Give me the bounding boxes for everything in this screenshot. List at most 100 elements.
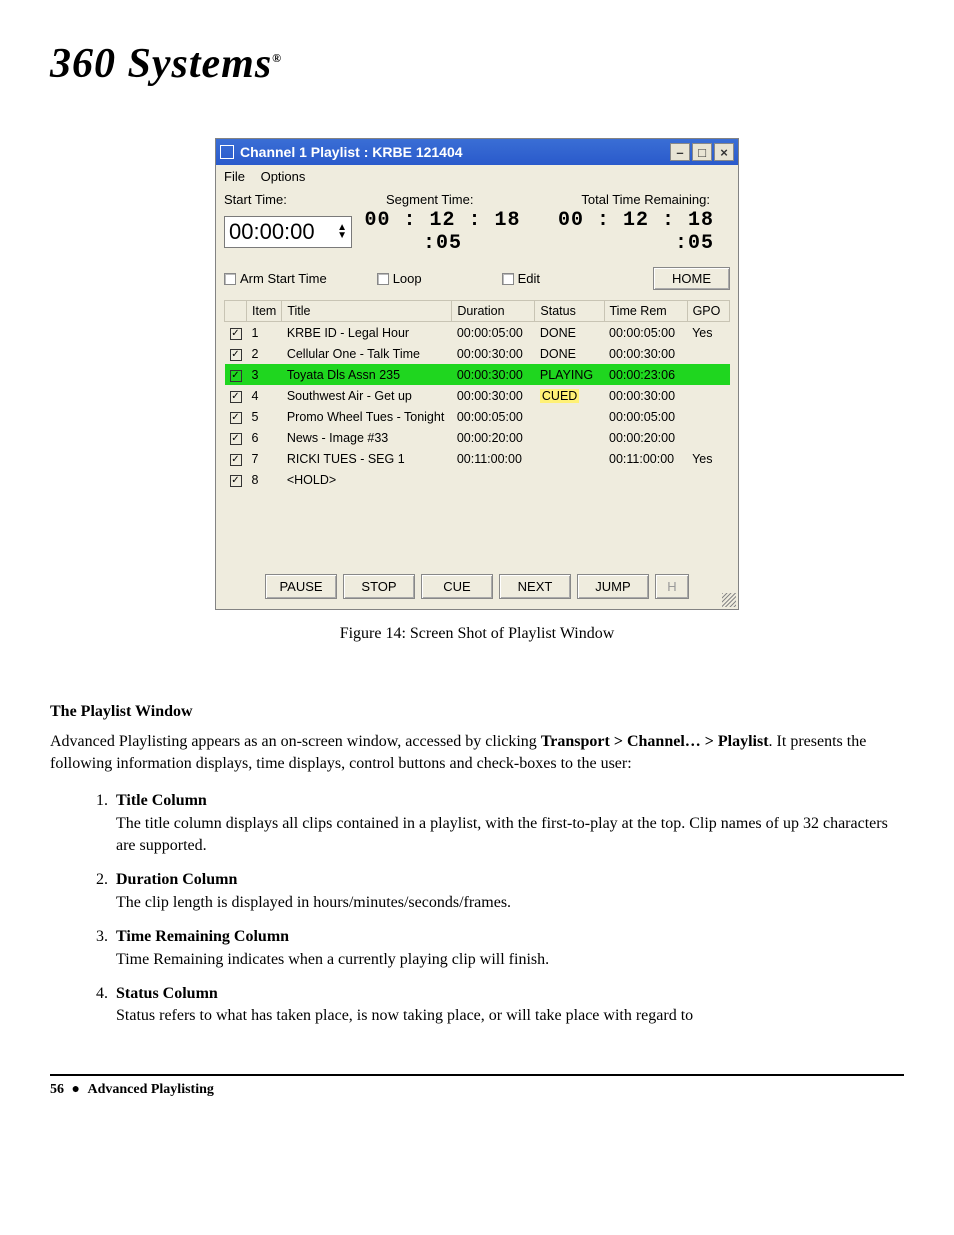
- list-item-title: Status Column: [116, 985, 218, 1002]
- cell-title: News - Image #33: [282, 427, 452, 448]
- start-time-label: Start Time:: [224, 192, 386, 207]
- stop-button[interactable]: STOP: [343, 574, 415, 599]
- figure-caption: Figure 14: Screen Shot of Playlist Windo…: [50, 625, 904, 643]
- col-status[interactable]: Status: [535, 301, 604, 322]
- table-row[interactable]: ✓1KRBE ID - Legal Hour00:00:05:00DONE00:…: [225, 322, 730, 344]
- list-item-desc: The clip length is displayed in hours/mi…: [116, 894, 511, 911]
- row-checkbox[interactable]: ✓: [230, 349, 242, 361]
- brand-logo: 360 Systems®: [50, 40, 904, 88]
- close-button[interactable]: ×: [714, 143, 734, 161]
- menubar: File Options: [216, 165, 738, 188]
- cell-timerem: 00:11:00:00: [604, 448, 687, 469]
- playlist-table: Item Title Duration Status Time Rem GPO …: [224, 300, 730, 490]
- transport-buttons: PAUSE STOP CUE NEXT JUMP H: [216, 560, 738, 609]
- cell-title: <HOLD>: [282, 469, 452, 490]
- table-row[interactable]: ✓4Southwest Air - Get up00:00:30:00CUED0…: [225, 385, 730, 406]
- maximize-button[interactable]: □: [692, 143, 712, 161]
- intro-text-bold: Transport > Channel… > Playlist: [541, 733, 769, 750]
- footer-section: Advanced Playlisting: [87, 1082, 213, 1097]
- row-checkbox[interactable]: ✓: [230, 412, 242, 424]
- cell-timerem: 00:00:30:00: [604, 385, 687, 406]
- cell-item: 6: [247, 427, 282, 448]
- cell-title: Cellular One - Talk Time: [282, 343, 452, 364]
- row-checkbox[interactable]: ✓: [230, 370, 242, 382]
- loop-label: Loop: [393, 271, 422, 286]
- cell-title: Promo Wheel Tues - Tonight: [282, 406, 452, 427]
- window-icon: [220, 145, 234, 159]
- cell-duration: 00:00:05:00: [452, 406, 535, 427]
- cell-duration: 00:00:30:00: [452, 343, 535, 364]
- row-checkbox[interactable]: ✓: [230, 391, 242, 403]
- col-item[interactable]: Item: [247, 301, 282, 322]
- cell-gpo: [687, 427, 729, 448]
- table-row[interactable]: ✓ 2Cellular One - Talk Time00:00:30:00DON…: [225, 343, 730, 364]
- table-row[interactable]: ✓3Toyata Dls Assn 23500:00:30:00PLAYING0…: [225, 364, 730, 385]
- cell-item: 4: [247, 385, 282, 406]
- table-row[interactable]: ✓6News - Image #3300:00:20:0000:00:20:00: [225, 427, 730, 448]
- table-row[interactable]: ✓5Promo Wheel Tues - Tonight00:00:05:000…: [225, 406, 730, 427]
- cell-gpo: Yes: [687, 322, 729, 344]
- cell-gpo: [687, 385, 729, 406]
- cell-title: Toyata Dls Assn 235: [282, 364, 452, 385]
- options-row: Arm Start Time Loop Edit HOME: [216, 261, 738, 300]
- playlist-window: Channel 1 Playlist : KRBE 121404 – □ × F…: [215, 138, 739, 610]
- cell-status: [535, 448, 604, 469]
- cell-duration: 00:00:20:00: [452, 427, 535, 448]
- menu-options[interactable]: Options: [261, 169, 306, 184]
- edit-checkbox[interactable]: Edit: [502, 271, 540, 286]
- h-button[interactable]: H: [655, 574, 689, 599]
- time-spinner-icon[interactable]: ▲▼: [337, 224, 347, 240]
- row-checkbox[interactable]: ✓: [230, 328, 242, 340]
- cell-status: DONE: [535, 343, 604, 364]
- cell-gpo: [687, 469, 729, 490]
- row-checkbox[interactable]: ✓: [230, 475, 242, 487]
- row-checkbox[interactable]: ✓: [230, 454, 242, 466]
- row-checkbox[interactable]: ✓: [230, 433, 242, 445]
- cell-timerem: 00:00:05:00: [604, 406, 687, 427]
- cell-duration: 00:00:30:00: [452, 364, 535, 385]
- resize-grip-icon[interactable]: [722, 593, 736, 607]
- table-row[interactable]: ✓7RICKI TUES - SEG 100:11:00:0000:11:00:…: [225, 448, 730, 469]
- list-item-title: Time Remaining Column: [116, 928, 289, 945]
- col-duration[interactable]: Duration: [452, 301, 535, 322]
- jump-button[interactable]: JUMP: [577, 574, 649, 599]
- loop-checkbox[interactable]: Loop: [377, 271, 422, 286]
- cell-duration: 00:00:30:00: [452, 385, 535, 406]
- cell-timerem: [604, 469, 687, 490]
- cell-timerem: 00:00:05:00: [604, 322, 687, 344]
- cell-item: 8: [247, 469, 282, 490]
- total-time-value: 00 : 12 : 18 :05: [533, 209, 730, 255]
- col-title[interactable]: Title: [282, 301, 452, 322]
- cell-duration: 00:11:00:00: [452, 448, 535, 469]
- table-header-row: Item Title Duration Status Time Rem GPO: [225, 301, 730, 322]
- list-item-desc: Status refers to what has taken place, i…: [116, 1007, 693, 1024]
- screenshot-figure: Channel 1 Playlist : KRBE 121404 – □ × F…: [50, 138, 904, 610]
- list-item-desc: The title column displays all clips cont…: [116, 815, 888, 854]
- titlebar: Channel 1 Playlist : KRBE 121404 – □ ×: [216, 139, 738, 165]
- home-button[interactable]: HOME: [653, 267, 730, 290]
- arm-start-checkbox[interactable]: Arm Start Time: [224, 271, 327, 286]
- list-item-title: Duration Column: [116, 871, 237, 888]
- segment-time-label: Segment Time:: [386, 192, 548, 207]
- start-time-input[interactable]: 00:00:00 ▲▼: [224, 216, 352, 248]
- time-labels-row: Start Time: Segment Time: Total Time Rem…: [216, 188, 738, 209]
- col-gpo[interactable]: GPO: [687, 301, 729, 322]
- pause-button[interactable]: PAUSE: [265, 574, 337, 599]
- cell-item: 7: [247, 448, 282, 469]
- minimize-button[interactable]: –: [670, 143, 690, 161]
- next-button[interactable]: NEXT: [499, 574, 571, 599]
- column-definitions-list: Title ColumnThe title column displays al…: [50, 790, 904, 1028]
- menu-file[interactable]: File: [224, 169, 245, 184]
- page-number: 56: [50, 1082, 64, 1097]
- cell-timerem: 00:00:23:06: [604, 364, 687, 385]
- cell-item: 2: [247, 343, 282, 364]
- cell-gpo: [687, 406, 729, 427]
- cue-button[interactable]: CUE: [421, 574, 493, 599]
- cell-duration: [452, 469, 535, 490]
- list-item: Status Column Status refers to what has t…: [112, 983, 904, 1028]
- status-cued: CUED: [540, 389, 579, 403]
- cell-item: 3: [247, 364, 282, 385]
- col-timerem[interactable]: Time Rem: [604, 301, 687, 322]
- table-row[interactable]: ✓ 8<HOLD>: [225, 469, 730, 490]
- cell-item: 1: [247, 322, 282, 344]
